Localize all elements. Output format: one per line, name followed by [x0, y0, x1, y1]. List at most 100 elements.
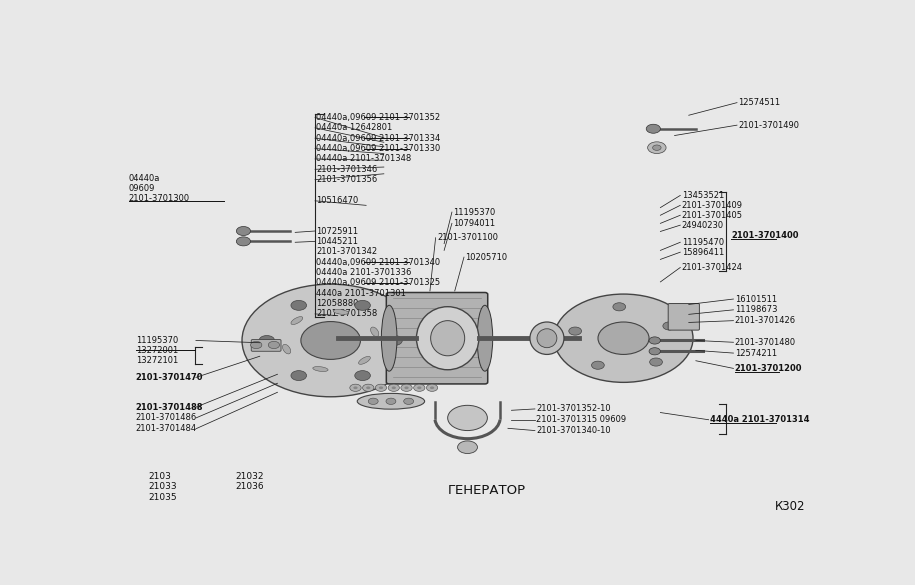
- Text: 04440а 12642801: 04440а 12642801: [317, 123, 393, 132]
- Text: 2101-3701100: 2101-3701100: [437, 233, 498, 242]
- Circle shape: [362, 384, 374, 391]
- Circle shape: [379, 387, 383, 389]
- Text: 11198673: 11198673: [735, 305, 778, 314]
- Text: 2101-3701405: 2101-3701405: [682, 211, 743, 220]
- Ellipse shape: [359, 356, 371, 364]
- Ellipse shape: [416, 307, 479, 370]
- Circle shape: [268, 342, 280, 349]
- Text: 10794011: 10794011: [453, 219, 495, 228]
- Circle shape: [598, 322, 649, 355]
- Text: 04440а,09609 2101-3701340: 04440а,09609 2101-3701340: [317, 257, 441, 267]
- Text: 04440а,09609 2101-3701334: 04440а,09609 2101-3701334: [317, 134, 441, 143]
- Circle shape: [648, 142, 666, 153]
- Ellipse shape: [313, 367, 328, 371]
- Circle shape: [650, 358, 662, 366]
- Circle shape: [251, 342, 262, 349]
- Ellipse shape: [477, 305, 492, 371]
- Text: 2101-3701400: 2101-3701400: [731, 230, 799, 240]
- Text: 10445211: 10445211: [317, 237, 359, 246]
- Ellipse shape: [537, 329, 557, 347]
- Text: 04440а,09609 2101-3701330: 04440а,09609 2101-3701330: [317, 144, 441, 153]
- Text: 04440а 2101-3701336: 04440а 2101-3701336: [317, 268, 412, 277]
- Circle shape: [236, 237, 251, 246]
- Text: 2101-3701358: 2101-3701358: [317, 309, 378, 318]
- Ellipse shape: [382, 305, 397, 371]
- Circle shape: [353, 387, 358, 389]
- Text: 2101-3701356: 2101-3701356: [317, 175, 378, 184]
- Text: 04440а: 04440а: [128, 174, 160, 183]
- Text: 11195370: 11195370: [135, 336, 178, 345]
- Circle shape: [591, 361, 604, 369]
- Circle shape: [291, 301, 307, 310]
- Text: 12058880: 12058880: [317, 299, 359, 308]
- Circle shape: [366, 387, 371, 389]
- Text: 2101-3701488: 2101-3701488: [135, 402, 203, 412]
- Circle shape: [554, 294, 693, 383]
- Circle shape: [414, 384, 425, 391]
- Text: 4440а 2101-3701314: 4440а 2101-3701314: [710, 415, 810, 424]
- Text: 2103: 2103: [148, 472, 171, 481]
- Ellipse shape: [333, 309, 349, 314]
- Text: 11195370: 11195370: [453, 208, 496, 216]
- Text: 13272001: 13272001: [135, 346, 178, 355]
- Text: 10725911: 10725911: [317, 226, 359, 236]
- Circle shape: [649, 337, 661, 344]
- Circle shape: [355, 301, 371, 310]
- Text: ГЕНЕРАТОР: ГЕНЕРАТОР: [447, 484, 526, 497]
- Text: 09609: 09609: [128, 184, 155, 192]
- Circle shape: [375, 384, 387, 391]
- Text: 2101-3701200: 2101-3701200: [735, 364, 802, 373]
- Circle shape: [392, 387, 396, 389]
- Text: 2101-3701480: 2101-3701480: [735, 338, 796, 347]
- Ellipse shape: [283, 345, 291, 354]
- Circle shape: [236, 226, 251, 236]
- Circle shape: [350, 384, 361, 391]
- Circle shape: [401, 384, 413, 391]
- Ellipse shape: [371, 327, 379, 336]
- FancyBboxPatch shape: [386, 292, 488, 384]
- Text: 04440а,09609 2101-3701325: 04440а,09609 2101-3701325: [317, 278, 441, 287]
- Circle shape: [649, 347, 661, 355]
- Text: 2101-3701300: 2101-3701300: [128, 194, 189, 202]
- Text: 2101-3701352-10: 2101-3701352-10: [536, 404, 611, 414]
- Text: 2101-3701490: 2101-3701490: [738, 121, 800, 130]
- FancyBboxPatch shape: [252, 339, 281, 351]
- Text: К302: К302: [775, 500, 806, 512]
- Text: 2101-3701315 09609: 2101-3701315 09609: [536, 415, 627, 424]
- Circle shape: [447, 405, 488, 431]
- Circle shape: [426, 384, 437, 391]
- Ellipse shape: [530, 322, 564, 355]
- Circle shape: [404, 387, 409, 389]
- Circle shape: [662, 322, 675, 330]
- Circle shape: [613, 303, 626, 311]
- Text: 21036: 21036: [235, 483, 264, 491]
- Text: 2101-3701426: 2101-3701426: [735, 316, 796, 325]
- Circle shape: [291, 371, 307, 380]
- FancyBboxPatch shape: [668, 304, 699, 330]
- Circle shape: [569, 327, 582, 335]
- Text: 04440а 2101-3701348: 04440а 2101-3701348: [317, 154, 412, 163]
- Text: 2101-3701484: 2101-3701484: [135, 424, 197, 433]
- Ellipse shape: [291, 316, 303, 325]
- Text: 12574211: 12574211: [735, 349, 777, 357]
- Text: 15896411: 15896411: [682, 247, 724, 257]
- Text: 21033: 21033: [148, 483, 177, 491]
- Circle shape: [646, 124, 661, 133]
- Text: 2101-3701409: 2101-3701409: [682, 201, 743, 210]
- Text: 12574511: 12574511: [738, 98, 780, 107]
- Text: 11195470: 11195470: [682, 238, 724, 247]
- Circle shape: [355, 371, 371, 380]
- Text: 2101-3701340-10: 2101-3701340-10: [536, 426, 611, 435]
- Text: 10205710: 10205710: [466, 253, 508, 261]
- Circle shape: [259, 336, 274, 345]
- Circle shape: [458, 441, 478, 453]
- Text: 21035: 21035: [148, 493, 177, 502]
- Circle shape: [301, 322, 361, 359]
- Circle shape: [404, 398, 414, 404]
- Circle shape: [368, 398, 378, 404]
- Text: 10516470: 10516470: [317, 197, 359, 205]
- Circle shape: [386, 398, 396, 404]
- Text: 2101-3701346: 2101-3701346: [317, 165, 378, 174]
- Circle shape: [387, 336, 403, 345]
- Ellipse shape: [431, 321, 465, 356]
